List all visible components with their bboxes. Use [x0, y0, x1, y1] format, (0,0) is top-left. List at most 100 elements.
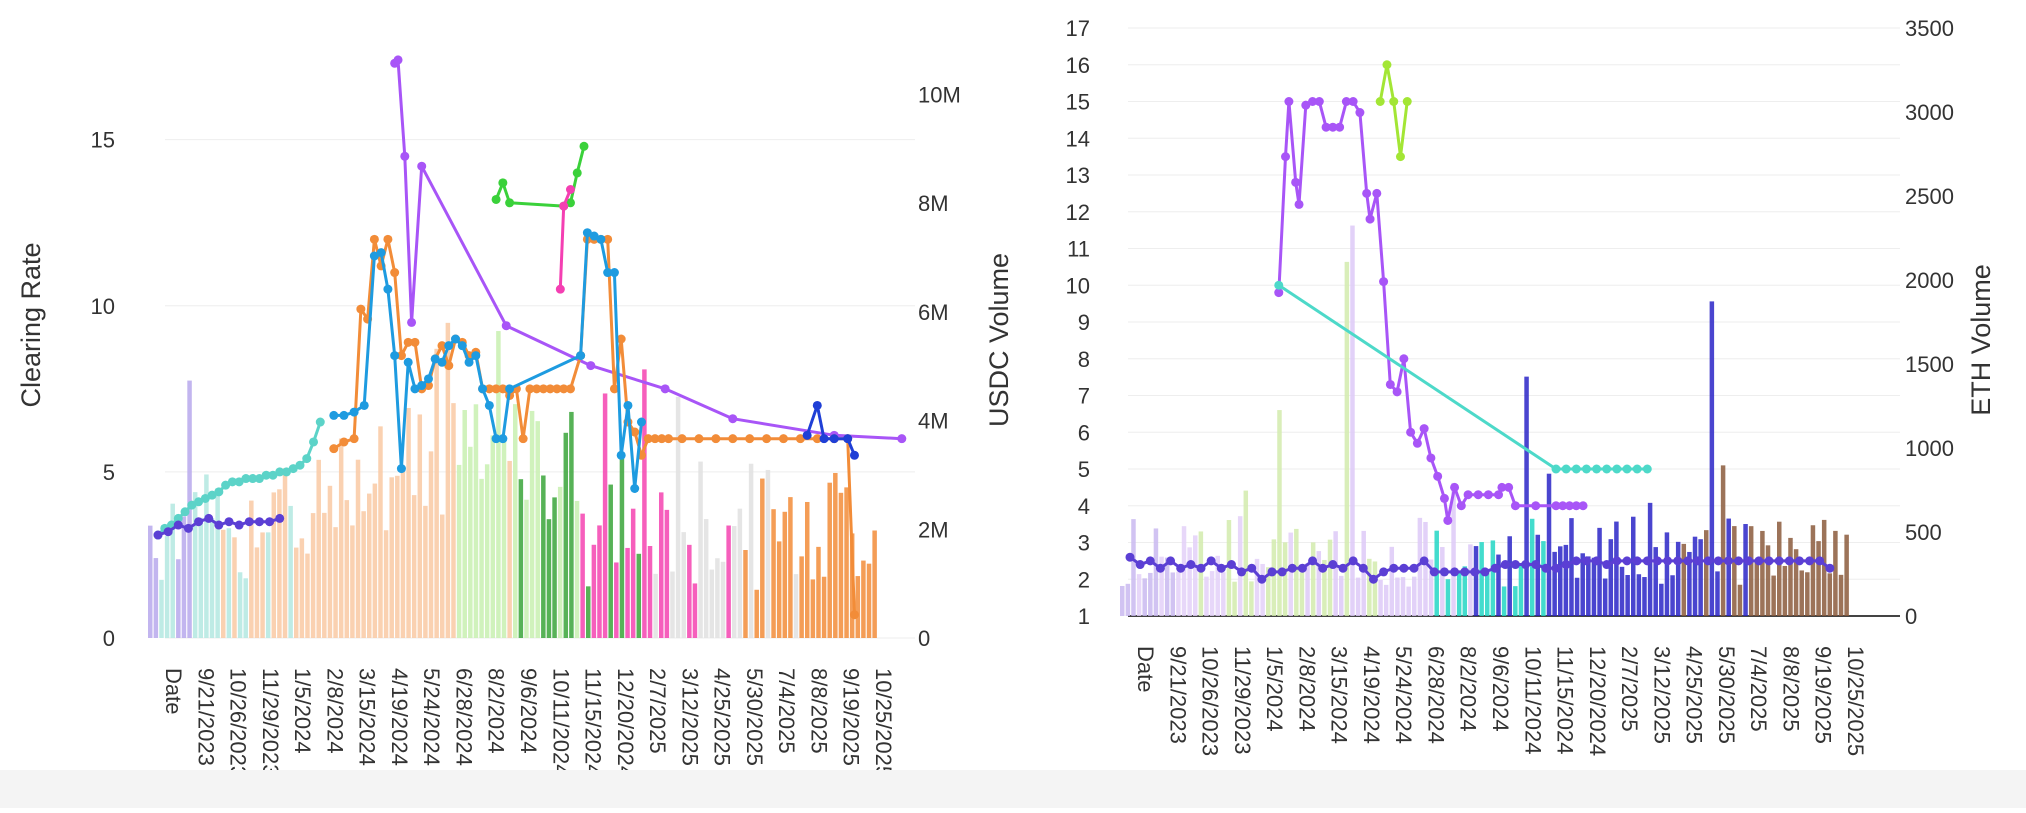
- series-point-darkblue: [849, 450, 859, 460]
- series-point-orange: [778, 434, 788, 444]
- series-point-blue: [349, 407, 359, 417]
- volume-bar: [1406, 586, 1411, 616]
- series-point-indigo: [1602, 560, 1612, 570]
- series-point-purple: [1439, 493, 1449, 503]
- series-point-purple: [417, 161, 427, 171]
- volume-bar: [1271, 539, 1277, 616]
- x-tick-label: 3/12/2025: [677, 668, 702, 766]
- series-point-purple: [660, 384, 670, 394]
- y-tick-label: 17: [1066, 16, 1090, 41]
- series-point-indigo: [1206, 556, 1216, 566]
- volume-bar: [569, 411, 574, 638]
- series-point-indigo: [1135, 560, 1145, 570]
- volume-bar: [226, 528, 232, 638]
- series-point-teal: [288, 464, 298, 474]
- y-tick-label: 10: [91, 294, 115, 319]
- series-point-indigo: [1500, 560, 1510, 570]
- y-tick-label: 15: [1066, 90, 1090, 115]
- series-point-teal: [221, 480, 231, 490]
- y2-tick-label: 3500: [1905, 16, 1954, 41]
- series-point-indigo: [1571, 556, 1581, 566]
- y2-axis-title-usdc-volume: USDC Volume: [984, 253, 1014, 427]
- y-tick-label: 14: [1066, 126, 1090, 151]
- series-point-teal: [180, 507, 190, 517]
- series-point-indigo: [1399, 563, 1409, 573]
- series-point-orange: [518, 434, 528, 444]
- volume-bar: [1412, 576, 1417, 616]
- volume-bar: [1760, 530, 1765, 616]
- series-point-indigo: [1450, 567, 1460, 577]
- volume-bar: [1771, 575, 1776, 616]
- volume-bar: [1237, 516, 1243, 616]
- series-point-teal: [1551, 464, 1561, 474]
- volume-bar: [1451, 482, 1456, 616]
- volume-bar: [1675, 541, 1681, 616]
- y-tick-label: 10: [1066, 273, 1090, 298]
- volume-bar: [855, 576, 861, 638]
- series-point-orange: [812, 434, 822, 444]
- volume-bar: [265, 532, 271, 638]
- series-point-teal: [1602, 464, 1612, 474]
- volume-bar: [732, 526, 737, 638]
- volume-bar: [580, 513, 585, 638]
- volume-bar: [1698, 539, 1703, 616]
- series-point-orange: [677, 434, 687, 444]
- volume-bar: [597, 525, 602, 638]
- volume-bar: [1687, 551, 1692, 616]
- volume-bar: [748, 463, 754, 638]
- series-point-purple: [1399, 354, 1409, 364]
- volume-bar: [1164, 557, 1170, 616]
- volume-bar: [299, 538, 305, 638]
- series-point-indigo: [1632, 556, 1642, 566]
- volume-bar: [1597, 527, 1602, 616]
- volume-bar: [788, 497, 793, 638]
- y-tick-label: 7: [1078, 384, 1090, 409]
- volume-bar: [529, 410, 535, 638]
- x-tick-label: 3/12/2025: [1649, 646, 1674, 744]
- series-point-indigo: [153, 530, 163, 540]
- volume-bar: [243, 578, 248, 638]
- volume-bar: [552, 497, 557, 638]
- series-point-darkblue: [829, 434, 839, 444]
- series-point-teal: [261, 470, 271, 480]
- x-tick-label: 9/6/2024: [1488, 646, 1513, 732]
- volume-bar: [383, 530, 389, 638]
- series-point-purple: [1531, 501, 1541, 511]
- x-tick-label: 12/20/2024: [1585, 646, 1610, 756]
- series-point-blue: [609, 268, 619, 278]
- volume-bar: [153, 558, 159, 638]
- series-point-indigo: [1713, 556, 1723, 566]
- series-point-orange: [603, 234, 613, 244]
- volume-bar: [181, 516, 187, 638]
- series-point-indigo: [1480, 567, 1490, 577]
- volume-bar: [1299, 572, 1305, 616]
- x-tick-label: 7/4/2025: [774, 668, 799, 754]
- volume-bar: [1793, 549, 1799, 616]
- series-point-orange: [349, 434, 359, 444]
- volume-bar: [821, 576, 827, 638]
- x-tick-label: 8/2/2024: [1456, 646, 1481, 732]
- volume-bar: [1709, 301, 1715, 616]
- y-axis-right-ticks-usdc: 0 2M 4M 6M 8M 10M: [918, 82, 961, 651]
- series-line-green: [494, 145, 586, 208]
- volume-bar: [709, 569, 715, 638]
- volume-bar: [557, 486, 563, 638]
- series-point-indigo: [275, 513, 285, 523]
- series-point-teal: [295, 460, 305, 470]
- volume-bar: [1765, 545, 1771, 616]
- series-point-teal: [315, 417, 325, 427]
- volume-bar: [805, 501, 810, 638]
- series-point-blue: [457, 341, 467, 351]
- volume-bar: [367, 493, 372, 638]
- volume-bar: [765, 469, 771, 638]
- volume-bar: [1501, 586, 1507, 616]
- x-tick-label: 10/11/2024: [1520, 646, 1545, 754]
- volume-bar: [1636, 574, 1642, 616]
- x-tick-label: 4/25/2025: [1682, 646, 1707, 744]
- volume-bar: [1378, 579, 1383, 616]
- series-point-indigo: [163, 527, 173, 537]
- series-point-indigo: [1379, 567, 1389, 577]
- volume-bar: [1782, 565, 1788, 616]
- series-point-teal: [248, 474, 258, 484]
- volume-bar: [720, 561, 726, 638]
